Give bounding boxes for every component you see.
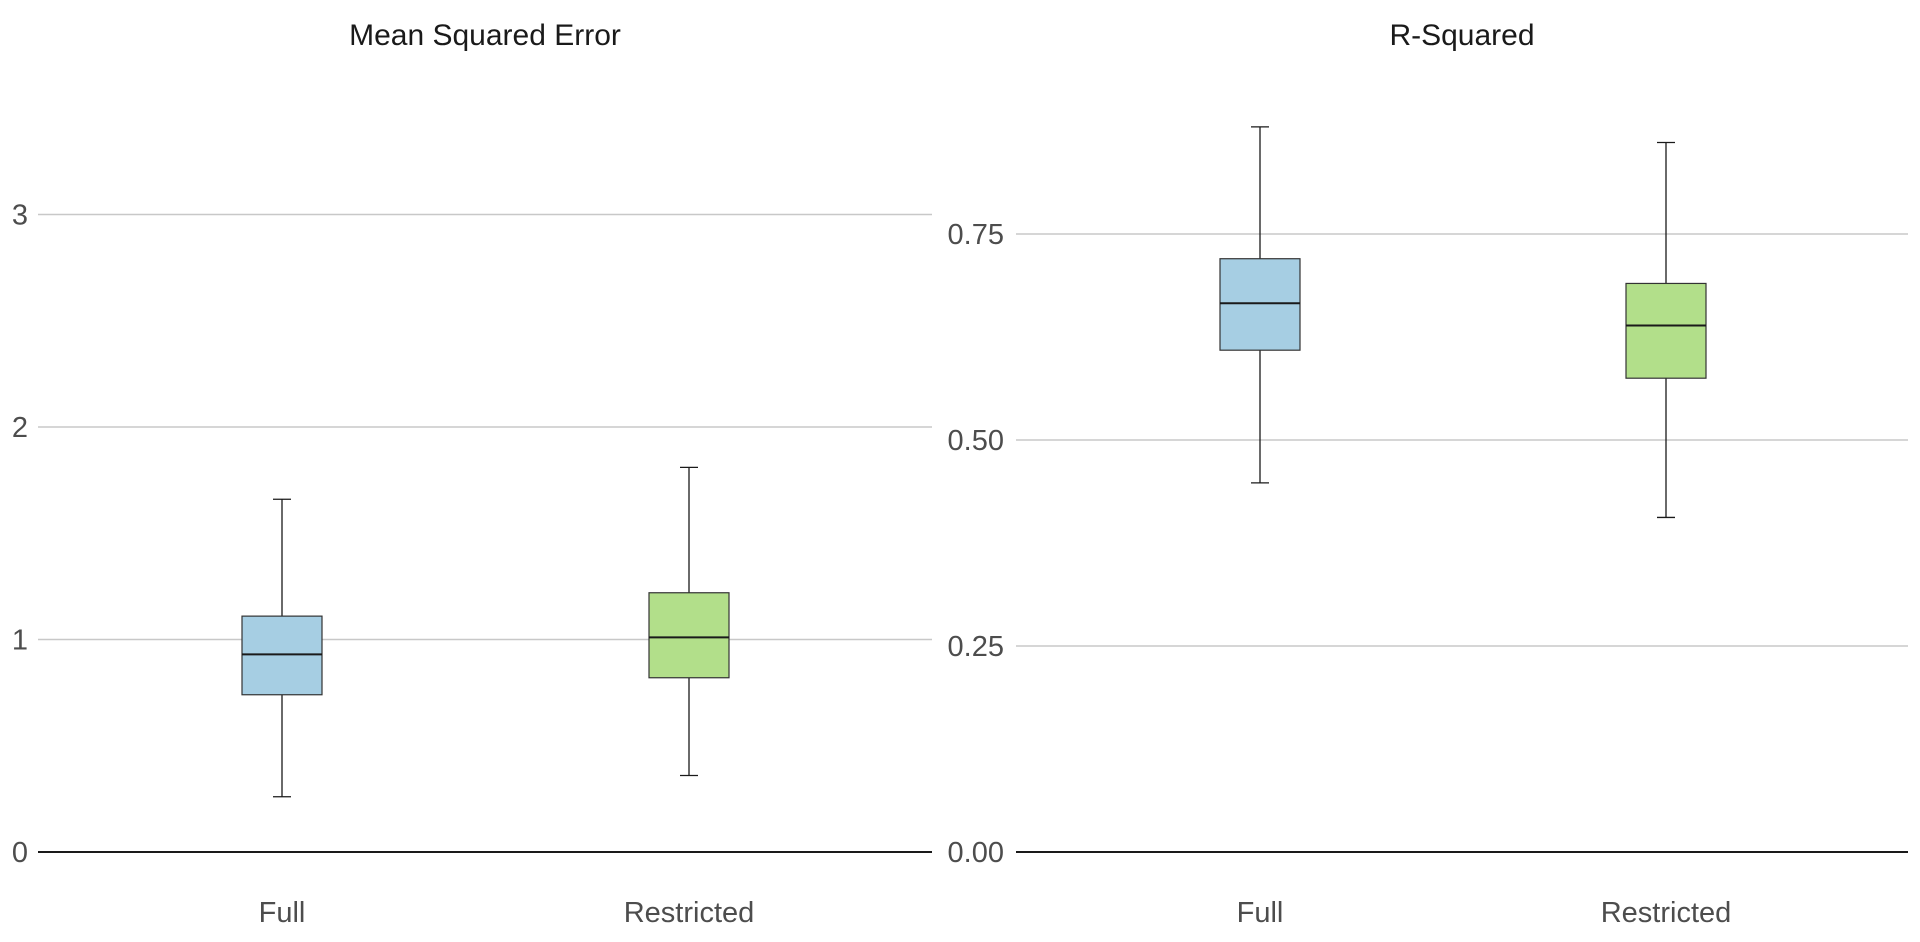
x-tick-label: Restricted bbox=[624, 897, 755, 929]
iqr-box bbox=[241, 615, 323, 696]
y-tick-label: 0.00 bbox=[948, 837, 1004, 869]
x-tick-label: Full bbox=[1237, 897, 1284, 929]
panel-mean-squared-error: Mean Squared Error 0 1 2 3 Full Restricted bbox=[12, 19, 932, 929]
x-tick-label: Full bbox=[259, 897, 306, 929]
box-restricted bbox=[648, 466, 730, 777]
box-full bbox=[1219, 126, 1301, 484]
panel-title: Mean Squared Error bbox=[349, 19, 621, 52]
y-tick-label: 0.75 bbox=[948, 219, 1004, 251]
y-tick-label: 0.50 bbox=[948, 425, 1004, 457]
panel-r-squared: R-Squared 0.00 0.25 0.50 0.75 Full Restricted bbox=[948, 19, 1908, 929]
y-tick-label: 0.25 bbox=[948, 631, 1004, 663]
y-tick-label: 0 bbox=[12, 837, 28, 869]
iqr-box bbox=[1219, 258, 1301, 351]
y-tick-label: 3 bbox=[12, 200, 28, 232]
box-full bbox=[241, 498, 323, 798]
iqr-box bbox=[648, 592, 730, 679]
iqr-box bbox=[1625, 282, 1707, 379]
y-tick-label: 2 bbox=[12, 412, 28, 444]
y-tick-label: 1 bbox=[12, 625, 28, 657]
x-tick-label: Restricted bbox=[1601, 897, 1732, 929]
box-restricted bbox=[1625, 141, 1707, 519]
panel-title: R-Squared bbox=[1389, 19, 1534, 52]
